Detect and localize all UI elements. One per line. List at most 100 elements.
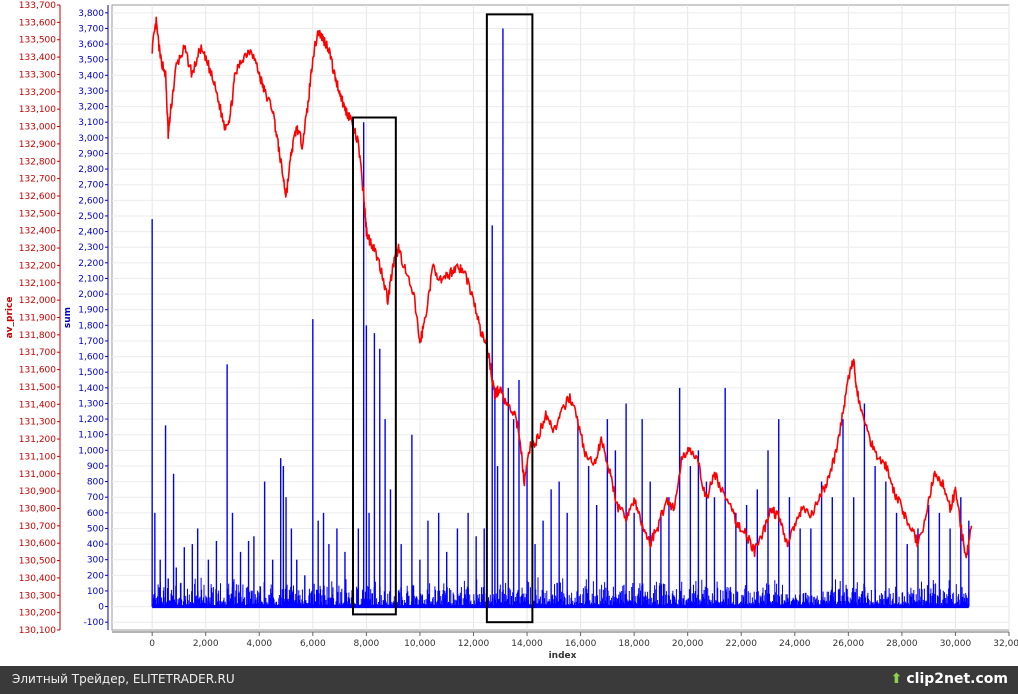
x-tick-label: 32,000 xyxy=(993,639,1018,649)
av-price-tick-label: 130,100 xyxy=(19,626,56,636)
sum-tick-label: 3,800 xyxy=(78,9,104,19)
sum-tick-label: 100 xyxy=(87,587,104,597)
av-price-tick-label: 130,500 xyxy=(19,557,56,567)
av-price-tick-label: 132,500 xyxy=(19,209,56,219)
av-price-tick-label: 133,500 xyxy=(19,36,56,46)
sum-tick-label: 2,200 xyxy=(78,259,104,269)
sum-tick-label: 1,500 xyxy=(78,368,104,378)
sum-tick-label: 1,100 xyxy=(78,431,104,441)
av-price-tick-label: 130,200 xyxy=(19,609,56,619)
sum-tick-label: 1,900 xyxy=(78,306,104,316)
av-price-tick-label: 130,300 xyxy=(19,591,56,601)
av-price-tick-label: 132,700 xyxy=(19,175,56,185)
x-tick-label: 12,000 xyxy=(458,639,490,649)
x-axis-title: index xyxy=(549,651,577,661)
sum-tick-label: 700 xyxy=(87,493,104,503)
av-price-tick-label: 131,100 xyxy=(19,452,56,462)
sum-tick-label: 200 xyxy=(87,571,104,581)
sum-tick-label: 3,200 xyxy=(78,103,104,113)
av-price-tick-label: 130,900 xyxy=(19,487,56,497)
plot-frame xyxy=(111,4,1010,631)
sum-tick-label: 0 xyxy=(98,603,104,613)
av-price-tick-label: 132,000 xyxy=(19,296,56,306)
av-price-tick-label: 131,600 xyxy=(19,366,56,376)
sum-tick-label: 3,400 xyxy=(78,71,104,81)
x-tick-label: 0 xyxy=(149,639,155,649)
sum-tick-label: 1,800 xyxy=(78,321,104,331)
sum-tick-label: 300 xyxy=(87,556,104,566)
av-price-tick-label: 131,300 xyxy=(19,418,56,428)
x-tick-label: 26,000 xyxy=(833,639,865,649)
plot-area xyxy=(111,4,1010,631)
sum-tick-label: 2,800 xyxy=(78,165,104,175)
annotations xyxy=(351,13,534,624)
sum-tick-label: 1,600 xyxy=(78,353,104,363)
av-price-tick-label: 132,400 xyxy=(19,227,56,237)
x-tick-label: 2,000 xyxy=(193,639,219,649)
av-price-tick-label: 131,000 xyxy=(19,470,56,480)
x-tick-label: 22,000 xyxy=(725,639,757,649)
av-price-tick-label: 131,400 xyxy=(19,400,56,410)
sum-tick-label: 1,400 xyxy=(78,384,104,394)
av-price-tick-label: 131,700 xyxy=(19,348,56,358)
x-tick-label: 6,000 xyxy=(300,639,326,649)
upload-arrow-icon: ⬆ xyxy=(890,671,903,687)
av-price-tick-label: 130,800 xyxy=(19,504,56,514)
x-tick-label: 18,000 xyxy=(618,639,650,649)
sum-tick-label: 600 xyxy=(87,509,104,519)
sum-tick-label: 1,200 xyxy=(78,415,104,425)
av-price-tick-label: 131,200 xyxy=(19,435,56,445)
av-price-tick-label: 133,200 xyxy=(19,88,56,98)
sum-tick-label: 1,000 xyxy=(78,446,104,456)
x-tick-label: 24,000 xyxy=(779,639,811,649)
footer-site-label: Элитный Трейдер, ELITETRADER.RU xyxy=(12,672,235,686)
av-price-tick-label: 130,600 xyxy=(19,539,56,549)
av-price-line xyxy=(151,16,973,559)
sum-tick-label: 3,600 xyxy=(78,40,104,50)
av-price-axis-title: av_price xyxy=(5,297,15,339)
sum-tick-label: 1,300 xyxy=(78,399,104,409)
highlight-box xyxy=(351,116,397,616)
x-tick-label: 28,000 xyxy=(886,639,918,649)
av-price-tick-label: 133,700 xyxy=(19,1,56,11)
sum-tick-label: 2,700 xyxy=(78,181,104,191)
x-tick-label: 4,000 xyxy=(246,639,272,649)
av-price-tick-label: 131,900 xyxy=(19,314,56,324)
sum-tick-label: 400 xyxy=(87,540,104,550)
sum-tick-label: 2,600 xyxy=(78,196,104,206)
x-tick-label: 30,000 xyxy=(940,639,972,649)
footer-brand-label: clip2net.com xyxy=(906,671,1008,687)
sum-series xyxy=(151,28,970,609)
av-price-tick-label: 132,800 xyxy=(19,157,56,167)
x-tick-label: 20,000 xyxy=(672,639,704,649)
x-tick-label: 10,000 xyxy=(404,639,436,649)
sum-tick-label: 2,300 xyxy=(78,243,104,253)
x-tick-label: 16,000 xyxy=(565,639,597,649)
av-price-tick-label: 132,100 xyxy=(19,279,56,289)
sum-axis-title: sum xyxy=(63,307,73,328)
x-tick-label: 8,000 xyxy=(353,639,379,649)
sum-tick-label: 2,000 xyxy=(78,290,104,300)
highlight-box xyxy=(485,13,534,624)
av-price-tick-label: 133,100 xyxy=(19,105,56,115)
av-price-tick-label: 130,700 xyxy=(19,522,56,532)
av-price-tick-label: 133,400 xyxy=(19,53,56,63)
sum-tick-label: 2,500 xyxy=(78,212,104,222)
av-price-series xyxy=(151,16,973,559)
av-price-tick-label: 132,300 xyxy=(19,244,56,254)
sum-tick-label: 2,900 xyxy=(78,149,104,159)
av-price-tick-label: 131,500 xyxy=(19,383,56,393)
sum-tick-label: 3,000 xyxy=(78,134,104,144)
sum-tick-label: 3,300 xyxy=(78,87,104,97)
av-price-tick-label: 132,600 xyxy=(19,192,56,202)
sum-tick-label: 2,400 xyxy=(78,228,104,238)
av-price-tick-label: 132,200 xyxy=(19,261,56,271)
sum-tick-label: 2,100 xyxy=(78,274,104,284)
footer-bar: Элитный Трейдер, ELITETRADER.RU ⬆ clip2ne… xyxy=(0,666,1018,694)
av-price-tick-label: 131,800 xyxy=(19,331,56,341)
chart: 130,100 130,200 130,300 130,400 130,500 130,6… xyxy=(5,1,1018,661)
sum-tick-label: 3,500 xyxy=(78,56,104,66)
av-price-tick-label: 132,900 xyxy=(19,140,56,150)
footer-brand[interactable]: ⬆ clip2net.com xyxy=(891,671,1008,687)
av-price-tick-label: 133,600 xyxy=(19,18,56,28)
